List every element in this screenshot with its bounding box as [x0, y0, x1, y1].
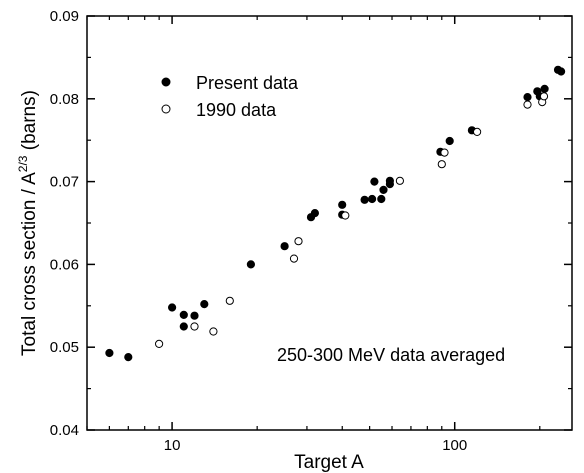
y-axis-label-exponent: 2/3 — [16, 155, 30, 172]
data-point-present — [179, 310, 188, 319]
data-point-present — [379, 185, 388, 194]
legend-marker-1990-data — [161, 104, 171, 114]
data-point-1990 — [225, 296, 234, 305]
data-point-present — [310, 209, 319, 218]
data-point-present — [179, 322, 188, 331]
data-point-present — [523, 93, 532, 102]
legend-label-present-data: Present data — [196, 73, 299, 93]
tick-labels: 0.04 0.05 0.06 0.07 0.08 0.09 10 100 — [50, 8, 467, 454]
data-point-present — [200, 300, 209, 309]
y-tick-label: 0.06 — [50, 256, 79, 273]
data-point-1990 — [209, 327, 218, 336]
data-point-present — [360, 195, 369, 204]
data-point-present — [557, 67, 566, 76]
data-point-1990 — [190, 322, 199, 331]
data-point-present — [246, 260, 255, 269]
data-point-present — [540, 84, 549, 94]
data-point-1990 — [523, 100, 532, 109]
data-point-1990 — [473, 127, 482, 136]
data-point-1990 — [440, 148, 449, 157]
data-point-1990 — [341, 211, 350, 220]
legend: Present data 1990 data — [161, 73, 299, 120]
legend-marker-present-data — [161, 77, 171, 87]
x-axis-label: Target A — [294, 452, 364, 473]
data-point-1990 — [539, 92, 549, 101]
y-tick-label: 0.07 — [50, 174, 79, 191]
data-points — [105, 65, 566, 362]
data-point-present — [105, 348, 114, 358]
data-point-1990 — [437, 160, 446, 169]
y-tick-label: 0.09 — [50, 8, 79, 25]
y-axis-label: Total cross section / A2/3 (barns) — [16, 90, 40, 356]
data-point-present — [445, 136, 454, 146]
data-point-1990 — [289, 254, 299, 263]
y-tick-label: 0.08 — [50, 91, 79, 108]
data-point-present — [370, 177, 379, 186]
y-axis-label-unit: (barns) — [19, 90, 40, 155]
data-point-1990 — [294, 237, 303, 246]
data-point-present — [377, 194, 386, 204]
x-tick-label: 10 — [164, 437, 181, 454]
data-point-present — [190, 311, 199, 320]
axis-ticks — [86, 15, 572, 431]
data-point-present — [168, 303, 177, 312]
data-point-1990 — [155, 339, 164, 348]
y-axis-label-main: Total cross section / A — [19, 172, 40, 356]
y-tick-label: 0.05 — [50, 339, 79, 356]
legend-label-1990-data: 1990 data — [196, 100, 277, 120]
chart-annotation: 250-300 MeV data averaged — [277, 345, 505, 365]
data-point-present — [280, 242, 289, 251]
data-point-present — [338, 200, 347, 209]
data-point-1990 — [395, 176, 404, 185]
plot-frame — [86, 15, 573, 431]
data-point-present — [368, 194, 377, 204]
x-tick-label: 100 — [442, 437, 467, 454]
data-point-present — [124, 353, 133, 362]
data-point-present — [385, 176, 394, 185]
y-tick-label: 0.04 — [50, 422, 79, 439]
